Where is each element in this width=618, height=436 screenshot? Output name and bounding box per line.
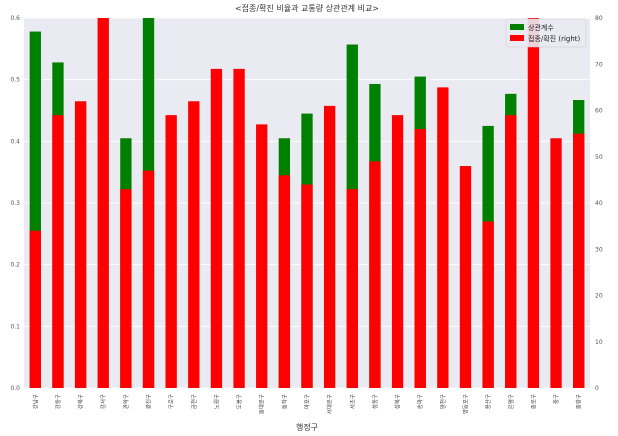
x-tick-label: 동작구 [281,394,288,409]
y-tick-label-right: 50 [595,154,603,161]
y-tick-label-left: 0.6 [10,15,20,22]
bar-vaccination-ratio [459,166,472,388]
y-tick-label-right: 70 [595,61,603,68]
legend-swatch [510,35,524,41]
x-tick-label: 성동구 [371,394,379,409]
bar-vaccination-ratio [188,101,200,388]
x-tick-label: 종로구 [530,394,537,409]
bar-vaccination-ratio [482,221,494,388]
bar-vaccination-ratio [527,18,540,388]
bar-vaccination-ratio [256,124,268,388]
x-tick-label: 강서구 [99,394,107,409]
legend-swatch [510,24,524,30]
bar-vaccination-ratio [52,115,64,388]
bar-vaccination-ratio [323,105,336,388]
bar-vaccination-ratio [120,189,132,388]
y-tick-label-right: 10 [595,339,603,346]
bar-vaccination-ratio [414,129,426,388]
bar-vaccination-ratio [74,101,87,388]
x-tick-label: 서대문구 [326,394,334,414]
y-tick-label-right: 60 [595,108,603,115]
bar-vaccination-ratio [278,175,291,388]
y-tick-label-left: 0.1 [10,323,20,330]
x-tick-label: 서초구 [348,394,356,409]
x-tick-label: 송파구 [416,394,424,409]
x-tick-label: 동대문구 [258,394,266,414]
bar-vaccination-ratio [165,115,177,388]
y-tick-label-left: 0.2 [10,262,20,269]
y-tick-label-right: 80 [595,15,603,22]
chart-title: <접종/확진 비율과 교통량 상관관계 비교> [235,3,379,13]
bar-vaccination-ratio [142,170,155,388]
x-tick-label: 중랑구 [576,394,583,409]
bar-vaccination-ratio [97,18,109,388]
x-tick-label: 강남구 [31,394,39,409]
bar-vaccination-ratio [505,115,517,388]
x-tick-label: 마포구 [303,394,311,409]
bar-vaccination-ratio [210,68,223,388]
legend-label: 상관계수 [528,23,554,32]
x-tick-label: 금천구 [190,394,198,409]
x-tick-label: 강북구 [78,394,85,409]
x-tick-label: 강동구 [55,394,62,409]
bar-vaccination-ratio [29,230,41,388]
x-tick-label: 노원구 [212,394,220,409]
x-tick-label: 용산구 [484,394,492,409]
bar-vaccination-ratio [437,87,449,388]
x-tick-label: 구로구 [168,394,175,409]
x-axis-label: 행정구 [296,422,318,432]
y-tick-label-left: 0.0 [10,385,20,392]
y-tick-label-left: 0.3 [10,200,20,207]
bar-vaccination-ratio [573,133,585,388]
x-tick-label: 영등포구 [461,394,469,414]
x-tick-label: 관악구 [122,394,130,409]
bar-vaccination-ratio [369,161,381,388]
x-tick-label: 양천구 [439,394,447,409]
x-tick-label: 중구 [553,394,560,404]
y-tick-label-right: 40 [595,200,603,207]
bar-vaccination-ratio [550,138,562,388]
y-tick-label-right: 20 [595,293,603,300]
bar-correlation [29,31,41,389]
legend-label: 접종/확진 (right) [528,34,581,43]
bar-vaccination-ratio [391,115,404,388]
x-tick-label: 은평구 [508,394,515,409]
x-tick-label: 성북구 [394,394,402,409]
x-tick-label: 광진구 [145,394,153,409]
bar-vaccination-ratio [346,189,358,388]
bar-vaccination-ratio [301,184,313,388]
legend-box [505,18,587,48]
y-tick-label-left: 0.4 [10,138,20,145]
y-tick-label-right: 0 [595,385,599,392]
x-tick-label: 도봉구 [236,394,243,409]
bar-vaccination-ratio [233,68,245,388]
y-tick-label-right: 30 [595,246,603,253]
y-tick-label-left: 0.5 [10,77,20,84]
